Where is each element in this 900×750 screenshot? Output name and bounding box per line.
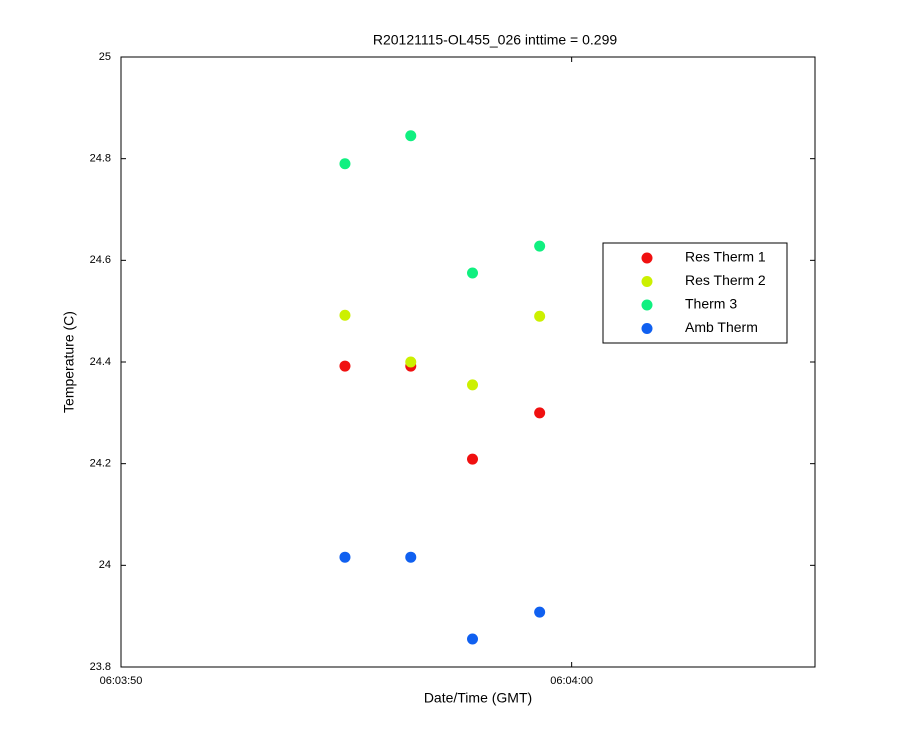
point — [405, 551, 417, 563]
point — [534, 310, 546, 322]
point — [467, 379, 479, 391]
legend-marker — [641, 323, 653, 334]
point — [534, 606, 546, 618]
point — [339, 360, 351, 372]
legend-label: Amb Therm — [685, 319, 758, 335]
point — [467, 267, 479, 279]
point — [467, 453, 479, 465]
point — [339, 551, 351, 563]
y-tick-label: 24 — [99, 559, 111, 571]
x-tick-label: 06:03:50 — [100, 675, 143, 687]
y-axis-label: Temperature (C) — [61, 311, 77, 413]
point — [405, 356, 417, 368]
plot-frame — [120, 56, 816, 668]
legend-box — [602, 242, 788, 344]
chart-title: R20121115-OL455_026 inttime = 0.299 — [373, 32, 617, 48]
point — [339, 309, 351, 321]
legend-marker — [641, 299, 653, 311]
legend-marker — [641, 276, 653, 287]
point — [405, 130, 417, 142]
point — [534, 240, 546, 252]
point — [534, 407, 546, 419]
y-tick-label: 24.2 — [90, 458, 111, 470]
y-tick-label: 24.8 — [90, 153, 111, 165]
point — [467, 633, 479, 645]
y-tick-label: 25 — [99, 51, 111, 63]
legend-label: Res Therm 1 — [685, 249, 766, 265]
x-axis-label: Date/Time (GMT) — [424, 690, 532, 706]
point — [339, 158, 351, 170]
x-tick-label: 06:04:00 — [550, 675, 593, 687]
y-tick-label: 24.4 — [90, 356, 111, 368]
legend-label: Therm 3 — [685, 296, 737, 312]
legend-marker — [641, 252, 653, 264]
legend-label: Res Therm 2 — [685, 272, 766, 288]
y-tick-label: 23.8 — [90, 661, 111, 673]
y-tick-label: 24.6 — [90, 254, 111, 266]
